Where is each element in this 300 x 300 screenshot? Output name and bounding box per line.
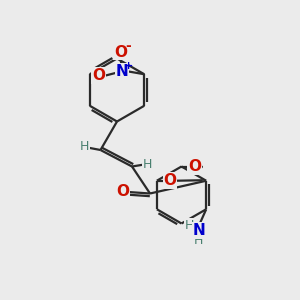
Text: O: O	[188, 159, 201, 174]
Text: H: H	[80, 140, 90, 154]
Text: H: H	[184, 219, 194, 232]
Text: +: +	[124, 61, 133, 71]
Text: O: O	[92, 68, 105, 83]
Text: O: O	[164, 173, 176, 188]
Text: N: N	[192, 223, 205, 238]
Text: H: H	[143, 158, 152, 171]
Text: H: H	[194, 234, 203, 247]
Text: N: N	[116, 64, 128, 79]
Text: O: O	[116, 184, 130, 200]
Text: O: O	[114, 45, 127, 60]
Text: -: -	[125, 39, 131, 53]
